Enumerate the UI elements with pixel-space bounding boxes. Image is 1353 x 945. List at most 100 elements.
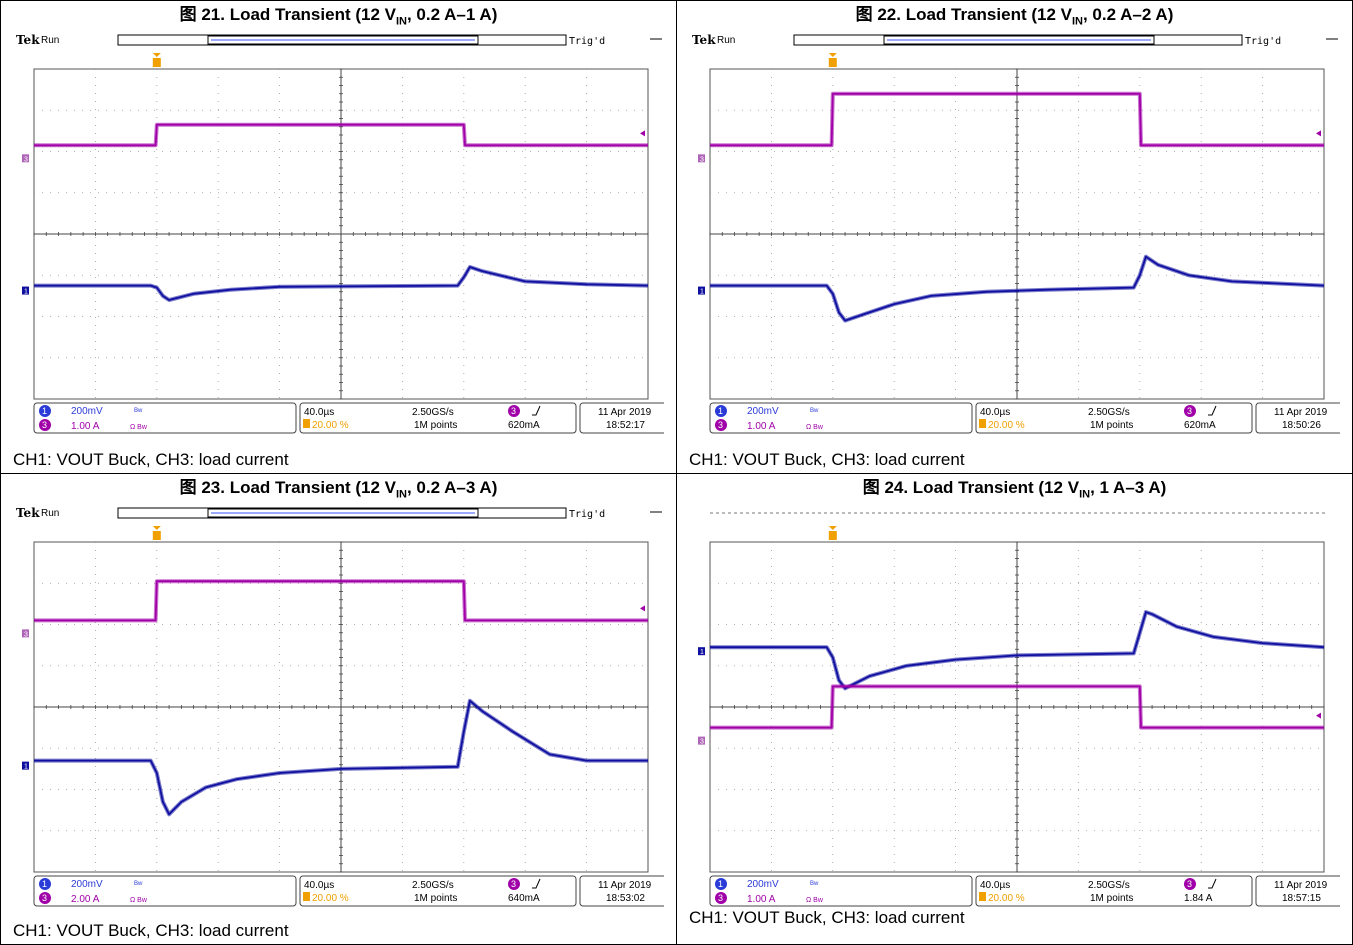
caption: CH1: VOUT Buck, CH3: load current (689, 450, 965, 469)
trigger-position-icon (828, 58, 837, 67)
ch1-ground-marker (22, 286, 29, 295)
ch3-badge (39, 419, 51, 431)
panel-fig24: 图 24. Load Transient (12 VIN, 1 A–3 A) 1… (676, 473, 1353, 945)
date-readout-box (579, 875, 664, 907)
rising-edge-icon (1208, 405, 1217, 416)
tek-logo: Tek (692, 33, 716, 47)
time: 18:52:17 (606, 420, 645, 431)
ch1-badge-number: 1 (718, 406, 723, 416)
ch3-scale: 1.00 A (71, 421, 100, 432)
trigger-position: 20.00 % (312, 420, 349, 431)
ch1-scale: 200mV (71, 406, 103, 417)
ch3-marker-number: 3 (24, 631, 28, 638)
panel-fig22: 图 22. Load Transient (12 VIN, 0.2 A–2 A)… (676, 0, 1353, 474)
ch1-badge-number: 1 (718, 879, 723, 889)
channel-readout-box (33, 402, 297, 434)
trigger-position-icon (152, 531, 161, 540)
trigger-status: Trig'd (569, 509, 605, 520)
time: 18:53:02 (606, 893, 645, 904)
date: 11 Apr 2019 (1274, 880, 1328, 891)
run-status: Run (41, 35, 59, 46)
time: 18:57:15 (1282, 893, 1321, 904)
ch3-badge (715, 892, 727, 904)
trigger-arrow (828, 53, 837, 57)
date: 11 Apr 2019 (1274, 407, 1328, 418)
panel-fig21: 图 21. Load Transient (12 VIN, 0.2 A–1 A)… (0, 0, 677, 474)
trigger-arrow (152, 526, 161, 530)
ch3-trace (710, 92, 1324, 147)
trigger-pos-icon (303, 419, 310, 428)
trigger-position: 20.00 % (312, 893, 349, 904)
figure-title: 图 24. Load Transient (12 VIN, 1 A–3 A) (862, 478, 1167, 501)
sample-rate: 2.50GS/s (412, 880, 454, 891)
record-length: 1M points (414, 420, 457, 431)
ch1-scale: 200mV (747, 879, 779, 890)
record-length: 1M points (1090, 893, 1133, 904)
panel-fig23: 图 23. Load Transient (12 VIN, 0.2 A–3 A)… (0, 473, 677, 945)
rising-edge-icon (1208, 878, 1217, 889)
trigger-source-badge (508, 878, 520, 890)
ch3-trace (34, 580, 648, 622)
ch1-marker-number: 1 (24, 289, 28, 296)
ch3-marker-number: 3 (24, 156, 28, 163)
timebase-readout-box (299, 402, 577, 434)
trigger-position: 20.00 % (988, 893, 1025, 904)
ch1-marker-number: 1 (24, 764, 28, 771)
timebase-readout-box (975, 402, 1253, 434)
ch3-badge-number: 3 (42, 893, 47, 903)
caption: CH1: VOUT Buck, CH3: load current (13, 921, 289, 940)
ch1-badge (715, 878, 727, 890)
timebase: 40.0µs (980, 880, 1010, 891)
caption: CH1: VOUT Buck, CH3: load current (13, 450, 289, 469)
trigger-level-marker (640, 130, 645, 137)
timebase-readout-box (975, 875, 1253, 907)
caption: CH1: VOUT Buck, CH3: load current (689, 908, 965, 927)
ch1-badge-number: 1 (42, 406, 47, 416)
trigger-source-badge (1184, 405, 1196, 417)
ch3-ground-marker (698, 154, 705, 163)
trigger-level: 640mA (508, 893, 540, 904)
ch3-scale: 1.00 A (747, 421, 776, 432)
trigger-level-marker (1316, 712, 1321, 719)
trigger-source-number: 3 (511, 879, 516, 889)
ch3-scale: 1.00 A (747, 894, 776, 905)
trigger-source-number: 3 (1187, 879, 1192, 889)
timebase: 40.0µs (980, 407, 1010, 418)
ch1-bw-mark: Bw (810, 408, 819, 414)
date-readout-box (1255, 402, 1340, 434)
trigger-level: 620mA (508, 420, 540, 431)
oscilloscope-screen: Tek Run Trig'd 1 3 1 200mV Bw 3 1.00 A Ω Bw 40.0µs 2… (16, 31, 664, 441)
ch3-badge-number: 3 (718, 420, 723, 430)
trigger-source-badge (508, 405, 520, 417)
sample-rate: 2.50GS/s (1088, 880, 1130, 891)
date: 11 Apr 2019 (598, 880, 652, 891)
ch3-ground-marker (698, 736, 705, 745)
tek-logo: Tek (16, 506, 40, 520)
date-readout-box (1255, 875, 1340, 907)
trigger-pos-icon (303, 892, 310, 901)
trigger-level: 1.84 A (1184, 893, 1213, 904)
timebase: 40.0µs (304, 407, 334, 418)
figure-title: 图 21. Load Transient (12 VIN, 0.2 A–1 A) (179, 5, 498, 28)
ch3-coupling-mark: Ω Bw (130, 424, 148, 431)
ch1-trace (710, 255, 1325, 322)
ch3-trace (710, 685, 1324, 729)
ch3-badge-number: 3 (718, 893, 723, 903)
time: 18:50:26 (1282, 420, 1321, 431)
channel-readout-box (709, 875, 973, 907)
run-status: Run (41, 508, 59, 519)
ch1-badge (39, 878, 51, 890)
tek-logo: Tek (16, 33, 40, 47)
date: 11 Apr 2019 (598, 407, 652, 418)
ch1-trace (34, 266, 649, 301)
ch1-ground-marker (698, 286, 705, 295)
ch1-bw-mark: Bw (810, 881, 819, 887)
ch1-trace (34, 699, 648, 816)
trigger-position: 20.00 % (988, 420, 1025, 431)
ch3-coupling-mark: Ω Bw (806, 424, 824, 431)
ch1-badge (39, 405, 51, 417)
ch3-trace (34, 123, 648, 147)
ch3-badge (715, 419, 727, 431)
ch1-trace (710, 611, 1325, 690)
ch1-ground-marker (698, 647, 705, 656)
